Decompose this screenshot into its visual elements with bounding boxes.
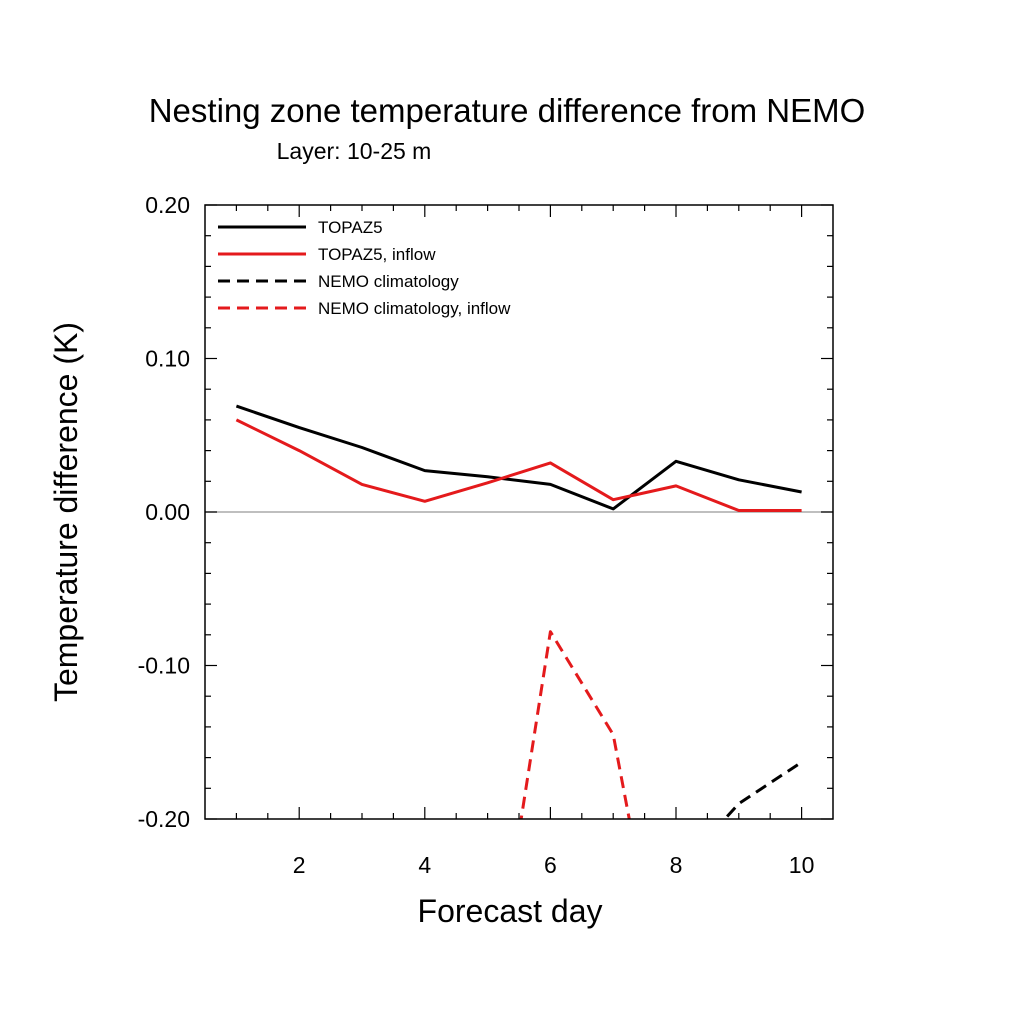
series-line-3	[722, 760, 803, 819]
legend-label-2: TOPAZ5, inflow	[318, 245, 436, 264]
y-tick-label: 0.10	[145, 346, 190, 372]
tick-layer	[205, 204, 833, 820]
x-tick-label: 10	[789, 852, 815, 878]
series-layer	[235, 404, 803, 819]
x-tick-label: 4	[418, 852, 431, 878]
chart-subtitle: Layer: 10-25 m	[277, 138, 432, 164]
y-tick-label: -0.10	[138, 653, 190, 679]
x-tick-label: 8	[670, 852, 683, 878]
series-line-1	[235, 404, 802, 511]
legend-label-4: NEMO climatology, inflow	[318, 299, 511, 318]
y-tick-label: -0.20	[138, 806, 190, 832]
legend-label-1: TOPAZ5	[318, 218, 383, 237]
tick-label-layer: 2 4 6 8 10 -0.20 -0.10 0.00 0.10 0.20	[138, 192, 815, 878]
x-axis-title: Forecast day	[418, 893, 603, 929]
legend-label-3: NEMO climatology	[318, 272, 459, 291]
series-line-2	[235, 418, 802, 512]
legend: TOPAZ5 TOPAZ5, inflow NEMO climatology NEMO…	[218, 218, 511, 318]
x-tick-label: 2	[293, 852, 306, 878]
chart-title: Nesting zone temperature difference from…	[149, 92, 866, 129]
x-tick-label: 6	[544, 852, 557, 878]
y-axis-title: Temperature difference (K)	[48, 322, 84, 702]
y-tick-label: 0.20	[145, 192, 190, 218]
y-tick-label: 0.00	[145, 499, 190, 525]
series-line-4	[519, 630, 631, 819]
